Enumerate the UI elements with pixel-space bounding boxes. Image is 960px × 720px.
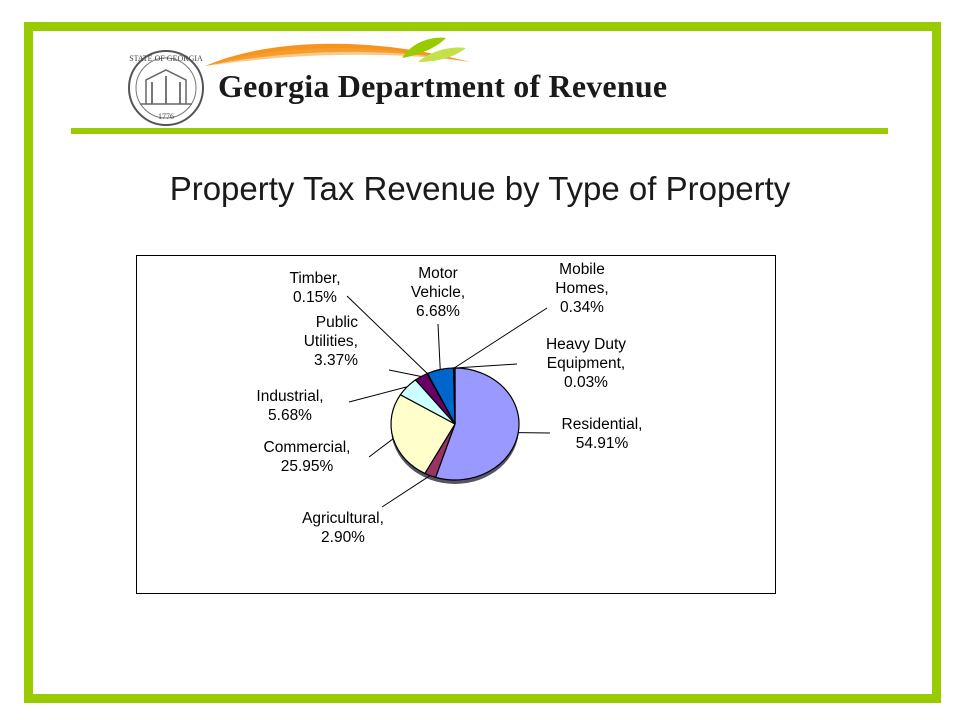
light-green-leaf <box>418 47 466 62</box>
seal-text-top: STATE OF GEORGIA <box>129 54 203 63</box>
data-label-heavy-duty-equipment: Heavy Duty Equipment, 0.03% <box>546 336 626 391</box>
leader-line-public-utilities <box>388 369 422 377</box>
leader-line-commercial <box>368 438 394 458</box>
leader-line-agricultural <box>381 475 431 508</box>
leader-line-motor-vehicle <box>437 323 441 370</box>
pie-chart-container: Residential, 54.91% Agricultural, 2.90% Comm… <box>136 255 776 594</box>
pie-chart: Residential, 54.91% Agricultural, 2.90% Comm… <box>256 261 643 546</box>
data-label-residential: Residential, 54.91% <box>562 416 643 452</box>
leader-line-industrial <box>348 386 408 403</box>
slide-title: Property Tax Revenue by Type of Property <box>169 170 791 207</box>
header-rule <box>71 128 888 134</box>
data-label-timber: Timber, 0.15% <box>289 270 340 306</box>
data-label-public-utilities: Public Utilities, 3.37% <box>304 314 359 369</box>
leader-line-timber <box>346 295 428 374</box>
org-name: Georgia Department of Revenue <box>218 68 668 104</box>
seal-text-year: 1776 <box>158 112 174 121</box>
leader-line-heavy-duty-equipment <box>454 363 518 369</box>
orange-swoosh <box>205 43 470 66</box>
leader-line-mobile-homes <box>453 307 548 369</box>
data-label-industrial: Industrial, 5.68% <box>256 388 323 424</box>
georgia-state-seal-icon: STATE OF GEORGIA 1776 <box>128 37 470 126</box>
header: STATE OF GEORGIA 1776 Georgia Department… <box>0 0 960 150</box>
data-label-agricultural: Agricultural, 2.90% <box>302 510 384 546</box>
data-label-commercial: Commercial, 25.95% <box>264 439 351 475</box>
green-leaf <box>402 37 446 58</box>
data-label-motor-vehicle: Motor Vehicle, 6.68% <box>411 265 465 320</box>
data-label-mobile-homes: Mobile Homes, 0.34% <box>555 261 608 316</box>
